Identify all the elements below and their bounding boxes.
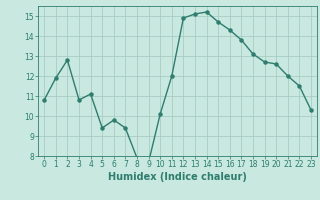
X-axis label: Humidex (Indice chaleur): Humidex (Indice chaleur) <box>108 172 247 182</box>
